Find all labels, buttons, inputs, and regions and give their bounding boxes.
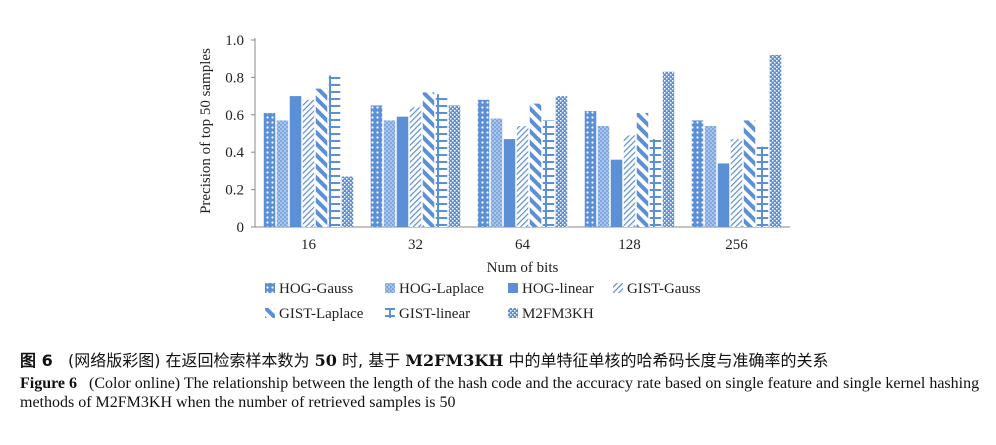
bar — [477, 99, 490, 227]
caption-en-text: (Color online) The relationship between … — [20, 375, 980, 411]
y-tick-labels: 0 0.2 0.4 0.6 0.8 1.0 — [225, 33, 255, 236]
caption-chinese: 图 6 (网络版彩图) 在返回检索样本数为 50 时, 基于 M2FM3KH 中… — [20, 347, 980, 371]
x-axis-title: Num of bits — [487, 260, 559, 276]
x-tick-label: 16 — [301, 237, 317, 253]
bar — [704, 126, 717, 227]
legend-swatch — [613, 283, 623, 293]
x-tick-label: 32 — [408, 237, 423, 253]
bar — [516, 126, 529, 227]
bar — [435, 94, 448, 227]
bar — [529, 103, 542, 227]
x-tick-labels: 16 32 64 128 256 — [301, 237, 748, 253]
bar — [662, 71, 675, 227]
x-tick-label: 256 — [725, 237, 748, 253]
legend-label: GIST-linear — [399, 306, 470, 322]
x-tick-label: 128 — [618, 237, 641, 253]
caption-cn-text-1: (网络版彩图) 在返回检索样本数为 — [67, 351, 310, 370]
bar — [409, 107, 422, 227]
y-tick-label: 0.8 — [225, 70, 244, 86]
bar — [328, 75, 341, 227]
bar — [422, 92, 435, 227]
bar — [597, 126, 610, 227]
bar — [756, 146, 769, 227]
caption-cn-text-3: 中的单特征单核的哈希码长度与准确率的关系 — [508, 351, 829, 370]
bar — [542, 120, 555, 227]
legend-label: M2FM3KH — [522, 306, 594, 322]
caption-cn-bold-2: M2FM3KH — [405, 351, 504, 370]
bar — [769, 54, 782, 228]
bar — [315, 88, 328, 228]
bar-chart: Precision of top 50 samples 0 0.2 0.4 0.6 0.… — [198, 33, 790, 322]
caption-cn-figure-number: 图 6 — [20, 351, 53, 370]
x-tick-label: 64 — [515, 237, 531, 253]
y-tick-label: 0.6 — [225, 108, 244, 124]
bar — [490, 118, 503, 227]
bar — [370, 105, 383, 227]
y-tick-label: 0.2 — [225, 183, 244, 199]
legend: HOG-Gauss HOG-Laplace HOG-linear GIST-Gauss… — [265, 281, 701, 322]
legend-label: HOG-Gauss — [279, 281, 353, 297]
bar — [555, 96, 568, 227]
bar — [302, 99, 315, 227]
legend-swatch — [508, 283, 518, 293]
bar — [743, 120, 756, 227]
x-axis-title-group: Num of bits — [487, 260, 559, 276]
bar — [396, 116, 409, 227]
bar — [623, 135, 636, 227]
caption-en-figure-label: Figure 6 — [20, 375, 78, 392]
bar — [610, 159, 623, 227]
legend-swatch — [508, 308, 518, 318]
y-tick-label: 1.0 — [225, 33, 244, 49]
bar — [717, 163, 730, 227]
bar — [383, 120, 396, 227]
bars — [263, 54, 782, 228]
caption-cn-bold-1: 50 — [314, 351, 337, 370]
bar — [341, 176, 354, 227]
bar — [584, 111, 597, 227]
bar — [691, 120, 704, 227]
legend-swatch — [265, 283, 275, 293]
legend-label: HOG-Laplace — [399, 281, 484, 297]
caption-english: Figure 6 (Color online) The relationship… — [20, 374, 980, 412]
bar — [730, 139, 743, 227]
bar — [289, 96, 302, 227]
bar — [448, 105, 461, 227]
caption-cn-text-2: 时, 基于 — [342, 351, 401, 370]
bar — [263, 112, 276, 227]
bar — [503, 139, 516, 227]
legend-swatch — [385, 283, 395, 293]
bar — [276, 120, 289, 227]
y-tick-label: 0.4 — [225, 145, 244, 161]
legend-swatch — [265, 308, 275, 318]
y-tick-label: 0 — [237, 220, 245, 236]
bar — [636, 112, 649, 227]
y-axis-title: Precision of top 50 samples — [198, 48, 214, 214]
legend-label: GIST-Laplace — [279, 306, 364, 322]
legend-swatch — [385, 308, 395, 318]
bar — [649, 139, 662, 227]
y-axis-title-text: Precision of top 50 samples — [198, 48, 214, 214]
legend-label: GIST-Gauss — [627, 281, 701, 297]
legend-label: HOG-linear — [522, 281, 594, 297]
